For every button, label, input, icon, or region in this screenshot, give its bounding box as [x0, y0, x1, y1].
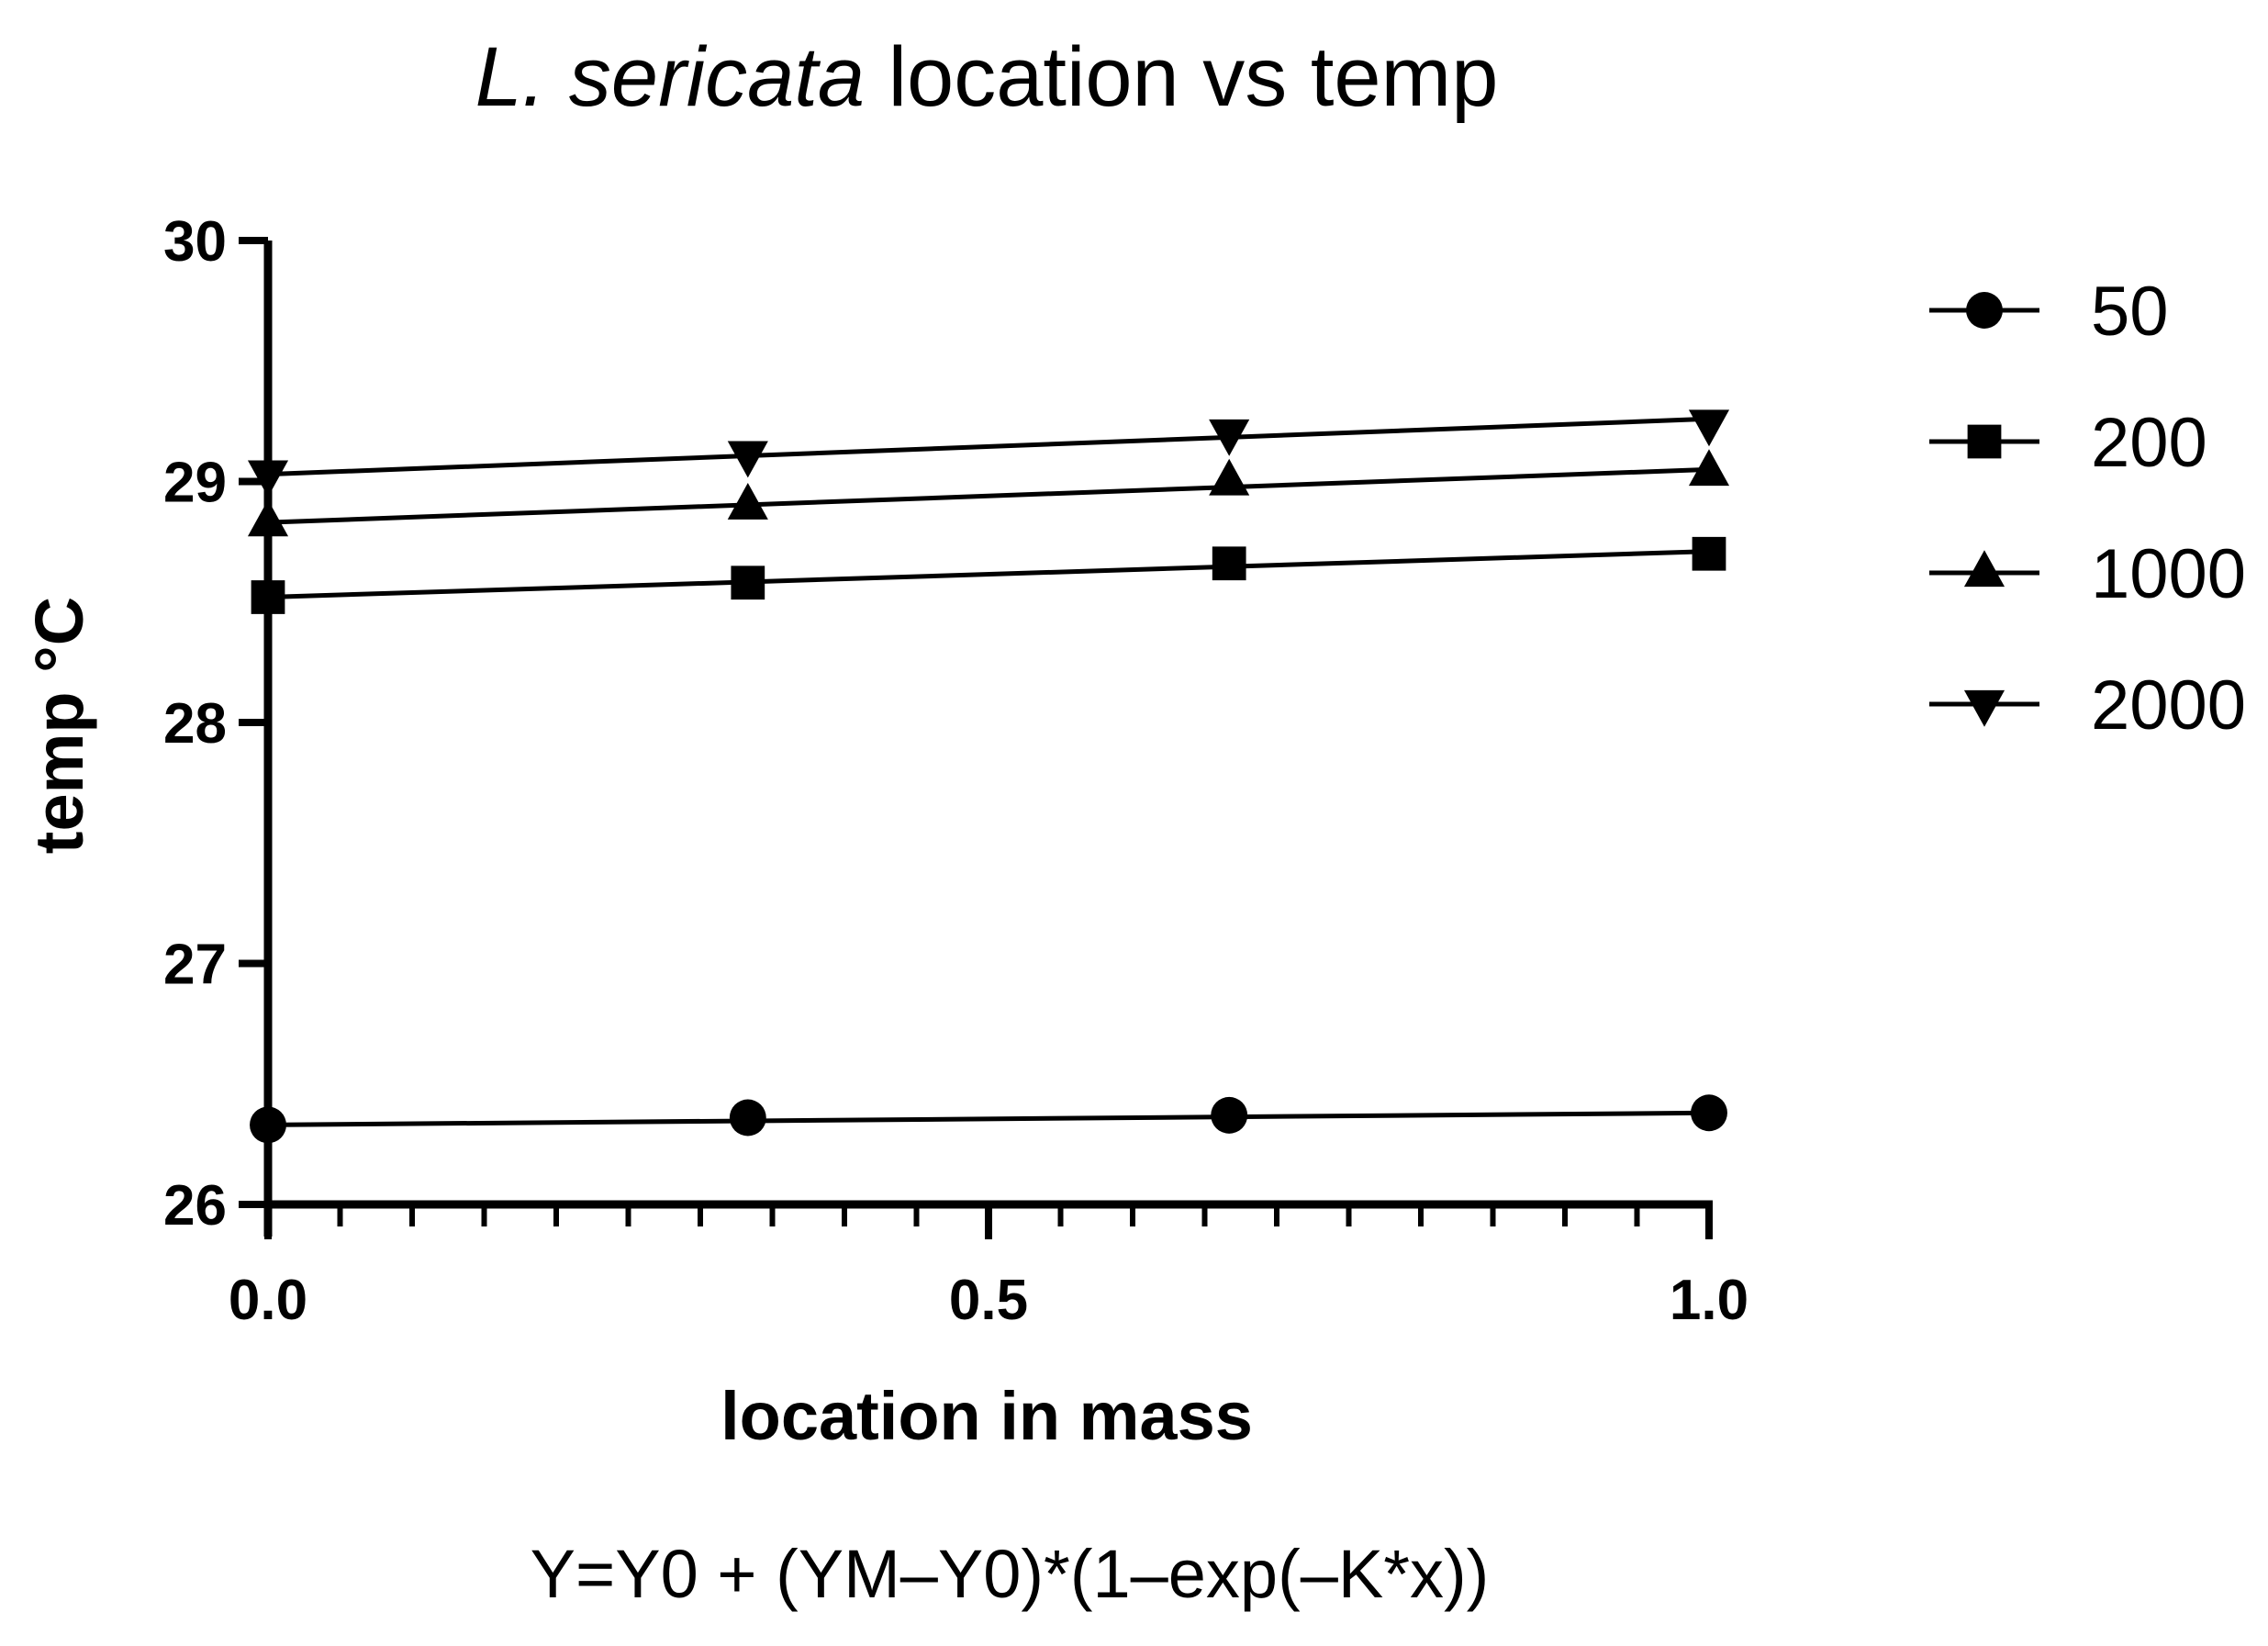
y-tick-label: 26: [163, 1174, 227, 1237]
y-tick-labels: 26 27 28 29 30: [163, 210, 227, 1237]
x-tick-label: 0.0: [229, 1269, 307, 1332]
y-tick-label: 30: [163, 210, 227, 274]
x-tick-label: 1.0: [1670, 1269, 1748, 1332]
y-tick-label: 27: [163, 934, 227, 997]
data-point-series-50: [250, 1106, 286, 1144]
legend-label-1000: 1000: [2091, 535, 2246, 613]
chart-title-italic: L. sericata: [475, 30, 865, 124]
data-point-series-2000: [727, 441, 768, 478]
y-tick-label: 28: [163, 692, 227, 756]
data-point-series-50: [1211, 1096, 1248, 1134]
fit-line-series-1000: [267, 466, 1710, 525]
data-point-series-1000: [1209, 458, 1250, 496]
y-tick-label: 29: [163, 452, 227, 515]
legend-marker-200: [1967, 424, 2002, 459]
x-axis-title: location in mass: [721, 1378, 1253, 1454]
axes: [239, 237, 1713, 1239]
data-point-series-200: [731, 565, 765, 600]
data-point-series-1000: [727, 483, 768, 520]
data-point-series-50: [729, 1099, 766, 1137]
chart-title: L. sericata location vs temp: [475, 30, 1499, 124]
legend: 50 200 1000 2000: [1929, 273, 2246, 745]
data-point-series-2000: [1688, 409, 1730, 447]
y-axis-title: temp °C: [21, 597, 97, 854]
legend-label-50: 50: [2091, 273, 2169, 351]
x-tick-labels: 0.0 0.5 1.0: [229, 1269, 1748, 1332]
legend-marker-1000: [1963, 550, 2005, 588]
fit-line-series-2000: [267, 416, 1710, 477]
fit-equation: Y=Y0 + (YM–Y0)*(1–exp(–K*x)): [531, 1536, 1490, 1612]
fit-line-series-50: [267, 1110, 1710, 1127]
data-point-series-200: [1212, 546, 1246, 581]
data-point-series-50: [1691, 1094, 1727, 1132]
legend-label-2000: 2000: [2091, 666, 2246, 745]
data-markers: [247, 409, 1730, 1144]
data-point-series-2000: [1209, 419, 1250, 456]
data-point-series-200: [1692, 536, 1726, 571]
x-tick-label: 0.5: [949, 1269, 1028, 1332]
legend-marker-2000: [1963, 689, 2005, 727]
legend-label-200: 200: [2091, 404, 2207, 482]
legend-marker-50: [1966, 292, 2003, 329]
data-point-series-1000: [1688, 449, 1730, 487]
fit-lines: [267, 416, 1710, 1127]
data-point-series-1000: [247, 499, 289, 537]
chart-title-rest: location vs temp: [865, 30, 1498, 124]
data-point-series-2000: [247, 460, 289, 498]
fit-line-series-200: [267, 549, 1710, 599]
data-point-series-200: [251, 580, 285, 614]
